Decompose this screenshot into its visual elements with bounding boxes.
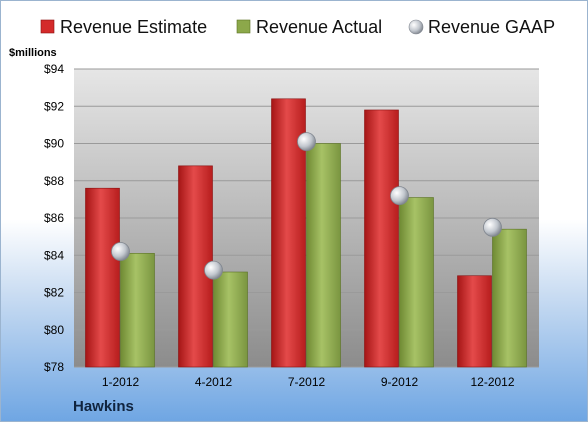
- legend-swatch: [236, 19, 251, 34]
- revenue-gaap-marker: [204, 260, 223, 280]
- gaap-markers: [111, 132, 502, 280]
- x-axis-ticks: 1-2012 4-2012 7-2012 9-2012 12-2012: [102, 375, 515, 389]
- x-tick-label: 4-2012: [195, 375, 233, 389]
- y-tick-label: $90: [44, 137, 64, 151]
- legend-label: Revenue GAAP: [428, 17, 555, 37]
- y-tick-label: $86: [44, 211, 64, 225]
- revenue-actual-bar: [492, 228, 527, 368]
- revenue-gaap-marker: [390, 186, 409, 206]
- revenue-estimate-bar: [85, 187, 120, 368]
- y-tick-label: $80: [44, 323, 64, 337]
- x-tick-label: 1-2012: [102, 375, 140, 389]
- revenue-gaap-marker: [483, 217, 502, 237]
- revenue-estimate-bar: [364, 109, 399, 368]
- revenue-actual-bar: [120, 253, 155, 368]
- company-name: Hawkins: [73, 398, 134, 415]
- x-tick-label: 9-2012: [381, 375, 419, 389]
- y-axis-ticks: $78 $80 $82 $84 $86 $88 $90 $92 $94: [44, 62, 64, 374]
- legend: Revenue Estimate Revenue Actual Revenue GA…: [40, 17, 555, 37]
- y-tick-label: $94: [44, 62, 64, 76]
- y-tick-label: $92: [44, 99, 64, 113]
- legend-swatch: [40, 19, 55, 34]
- revenue-actual-bar: [399, 197, 434, 368]
- y-tick-label: $82: [44, 286, 64, 300]
- y-tick-label: $78: [44, 360, 64, 374]
- revenue-actual-bar: [306, 143, 341, 368]
- legend-swatch: [408, 19, 424, 35]
- revenue-gaap-marker: [111, 242, 130, 261]
- legend-label: Revenue Actual: [256, 17, 382, 37]
- revenue-gaap-marker: [297, 132, 316, 152]
- x-tick-label: 7-2012: [288, 375, 326, 389]
- y-axis-unit-label: $millions: [9, 47, 57, 59]
- revenue-actual-bar: [213, 271, 248, 368]
- y-tick-label: $88: [44, 174, 64, 188]
- bar-series: [85, 98, 527, 368]
- y-tick-label: $84: [44, 248, 64, 262]
- x-tick-label: 12-2012: [470, 375, 514, 389]
- revenue-estimate-bar: [457, 275, 492, 368]
- legend-label: Revenue Estimate: [60, 17, 207, 37]
